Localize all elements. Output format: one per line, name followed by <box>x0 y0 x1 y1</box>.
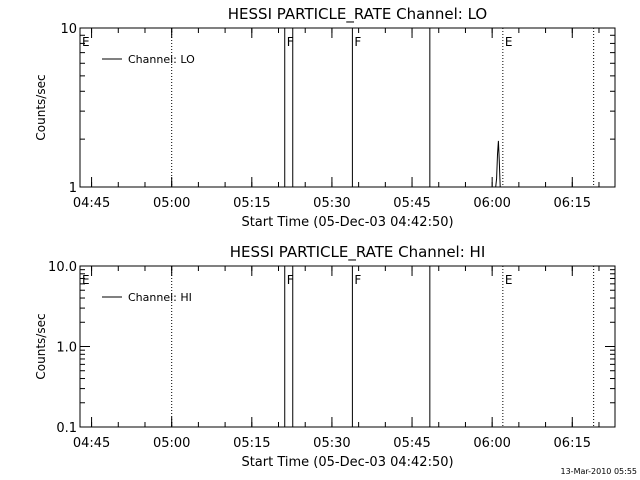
x-tick-label: 05:00 <box>153 436 190 451</box>
x-tick-label: 05:15 <box>233 196 270 211</box>
x-axis-label: Start Time (05-Dec-03 04:42:50) <box>241 455 453 470</box>
y-axis-label: Counts/sec <box>34 313 48 379</box>
legend-entry: Channel: LO <box>128 53 195 66</box>
x-tick-label: 04:45 <box>73 436 110 451</box>
x-axis-label: Start Time (05-Dec-03 04:42:50) <box>241 215 453 230</box>
x-tick-label: 06:15 <box>554 436 591 451</box>
chart-panel-2: HESSI PARTICLE_RATE Channel: HI Counts/se… <box>34 243 616 470</box>
x-tick-label: 05:30 <box>313 196 350 211</box>
x-tick-label: 05:45 <box>393 436 430 451</box>
series-line <box>485 140 503 188</box>
y-tick-label: 10 <box>60 22 77 37</box>
event-marker-label: E <box>505 35 513 49</box>
chart-panel-1: HESSI PARTICLE_RATE Channel: LO Counts/se… <box>34 5 616 230</box>
x-tick-label: 06:00 <box>473 196 510 211</box>
y-tick-label: 0.1 <box>56 421 77 436</box>
event-marker-label: F <box>287 35 294 49</box>
chart-title: HESSI PARTICLE_RATE Channel: LO <box>228 5 487 24</box>
y-axis-label: Counts/sec <box>34 74 48 140</box>
y-tick-label: 1.0 <box>56 341 77 356</box>
plot-frame <box>79 27 616 188</box>
legend-entry: Channel: HI <box>128 291 192 304</box>
x-tick-label: 05:30 <box>313 436 350 451</box>
event-marker-label: E <box>82 35 90 49</box>
chart-title: HESSI PARTICLE_RATE Channel: HI <box>230 243 486 262</box>
x-tick-label: 05:15 <box>233 436 270 451</box>
x-tick-label: 05:00 <box>153 196 190 211</box>
x-tick-label: 04:45 <box>73 196 110 211</box>
event-marker-label: E <box>505 273 513 287</box>
y-tick-label: 1 <box>69 181 77 196</box>
x-tick-label: 06:15 <box>554 196 591 211</box>
event-marker-label: F <box>287 273 294 287</box>
x-tick-label: 06:00 <box>473 436 510 451</box>
event-marker-label: F <box>354 35 361 49</box>
footer-timestamp: 13-Mar-2010 05:55 <box>561 467 638 476</box>
x-tick-label: 05:45 <box>393 196 430 211</box>
event-marker-label: F <box>354 273 361 287</box>
y-tick-label: 10.0 <box>48 260 77 275</box>
event-marker-label: E <box>82 273 90 287</box>
